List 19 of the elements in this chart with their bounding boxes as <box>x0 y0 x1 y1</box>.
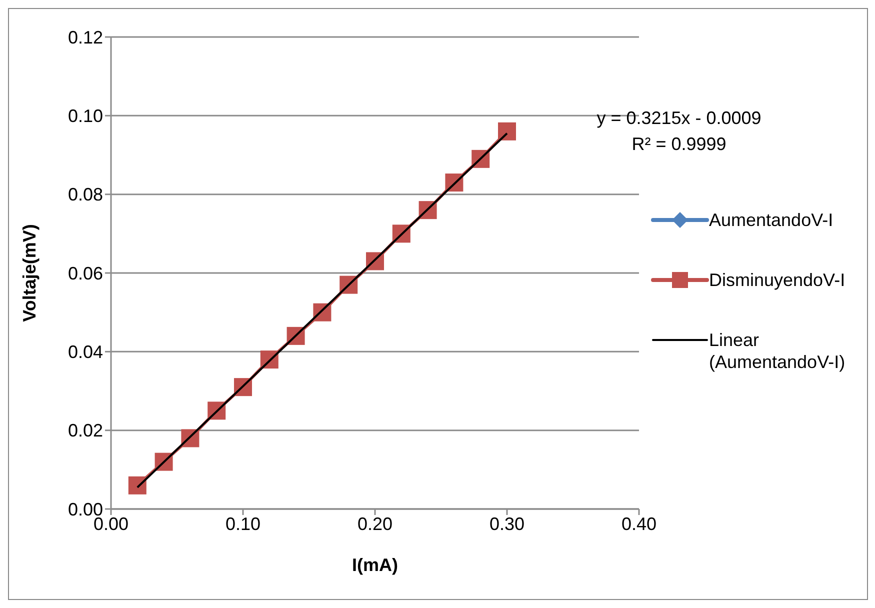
annotation: R² = 0.9999 <box>632 134 726 154</box>
point <box>128 476 146 494</box>
x-tick-label: 0.10 <box>225 514 261 534</box>
y-tick-label: 0.06 <box>68 263 103 284</box>
y-tick-label: 0.10 <box>68 106 103 126</box>
y-tick-label: 0.12 <box>68 27 103 48</box>
y-tick-label: 0.04 <box>68 342 103 362</box>
legend-label: AumentandoV-I <box>709 209 834 231</box>
x-axis-title: I(mA) <box>352 555 398 575</box>
legend-label: DisminuyendoV-I <box>709 269 846 291</box>
x-tick-label: 0.20 <box>357 514 393 534</box>
x-tick-label: 0.30 <box>489 514 525 534</box>
y-axis-title: Voltaje(mV) <box>19 224 40 322</box>
y-tick-label: 0.08 <box>68 184 103 205</box>
x-tick-label: 0.40 <box>621 514 657 534</box>
legend-label: Linear (AumentandoV-I) <box>709 329 846 373</box>
point <box>498 122 516 140</box>
y-tick-label: 0.02 <box>68 420 103 441</box>
annotation: y = 0.3215x - 0.0009 <box>596 108 762 128</box>
